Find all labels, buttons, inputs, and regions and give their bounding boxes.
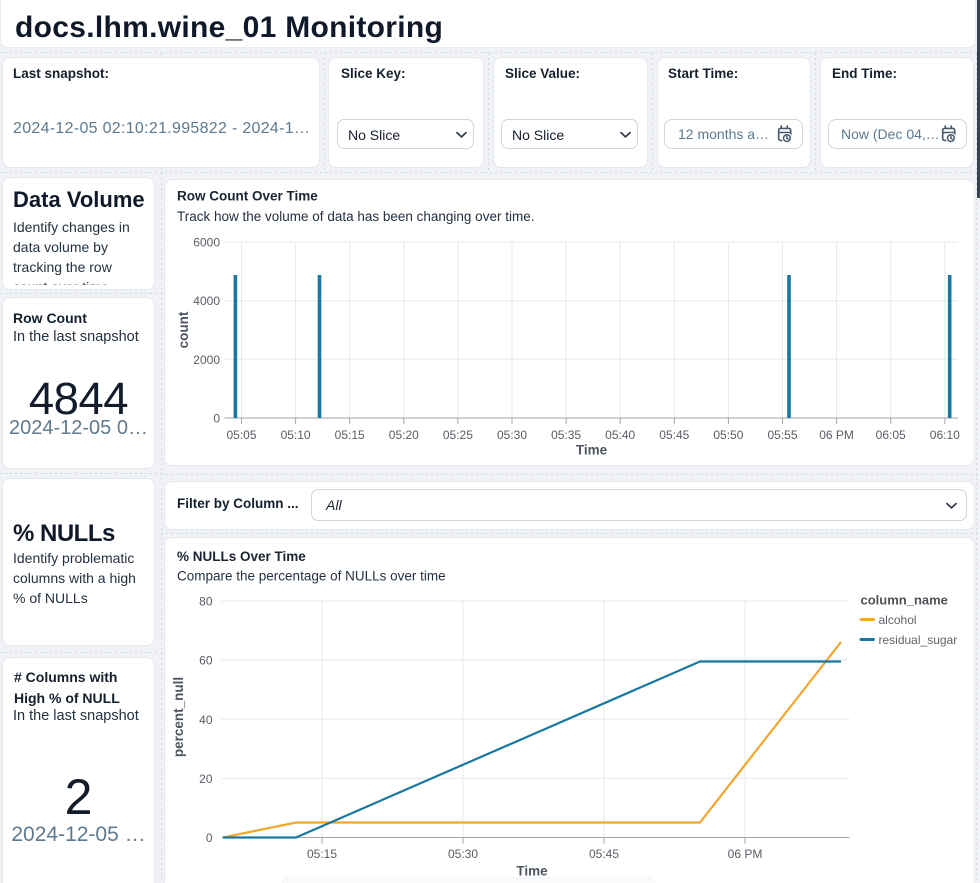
svg-text:percent_null: percent_null xyxy=(171,677,186,757)
svg-text:residual_sugar: residual_sugar xyxy=(879,633,958,647)
svg-text:06 PM: 06 PM xyxy=(819,428,854,442)
svg-text:05:30: 05:30 xyxy=(497,428,527,442)
svg-text:2000: 2000 xyxy=(193,353,220,367)
svg-text:column_name: column_name xyxy=(861,593,948,608)
svg-text:05:45: 05:45 xyxy=(589,847,619,861)
svg-text:0: 0 xyxy=(206,831,213,845)
svg-text:Row Count Over Time: Row Count Over Time xyxy=(177,189,318,204)
svg-text:05:30: 05:30 xyxy=(448,847,478,861)
svg-text:% NULLs Over Time: % NULLs Over Time xyxy=(177,549,306,564)
svg-text:80: 80 xyxy=(199,595,213,609)
svg-text:06:05: 06:05 xyxy=(876,428,906,442)
svg-text:count: count xyxy=(176,311,191,348)
svg-text:05:35: 05:35 xyxy=(551,428,581,442)
svg-text:4000: 4000 xyxy=(193,294,220,308)
svg-text:05:15: 05:15 xyxy=(307,847,337,861)
svg-text:alcohol: alcohol xyxy=(879,613,917,627)
svg-text:Time: Time xyxy=(516,864,548,879)
svg-text:6000: 6000 xyxy=(193,236,220,250)
svg-text:05:40: 05:40 xyxy=(605,428,635,442)
svg-text:Time: Time xyxy=(576,443,608,458)
svg-text:05:45: 05:45 xyxy=(659,428,689,442)
svg-text:06:10: 06:10 xyxy=(930,428,960,442)
svg-text:20: 20 xyxy=(199,772,213,786)
svg-text:05:50: 05:50 xyxy=(713,428,743,442)
svg-text:05:20: 05:20 xyxy=(389,428,419,442)
svg-text:Track how the volume of data h: Track how the volume of data has been ch… xyxy=(177,209,534,224)
svg-text:05:10: 05:10 xyxy=(281,428,311,442)
svg-text:60: 60 xyxy=(199,654,213,668)
svg-text:05:15: 05:15 xyxy=(335,428,365,442)
svg-text:05:05: 05:05 xyxy=(226,428,256,442)
svg-text:06 PM: 06 PM xyxy=(728,847,763,861)
svg-text:40: 40 xyxy=(199,713,213,727)
svg-text:0: 0 xyxy=(213,412,220,426)
svg-text:05:55: 05:55 xyxy=(767,428,797,442)
svg-text:05:25: 05:25 xyxy=(443,428,473,442)
svg-text:Compare the percentage of NULL: Compare the percentage of NULLs over tim… xyxy=(177,569,446,584)
